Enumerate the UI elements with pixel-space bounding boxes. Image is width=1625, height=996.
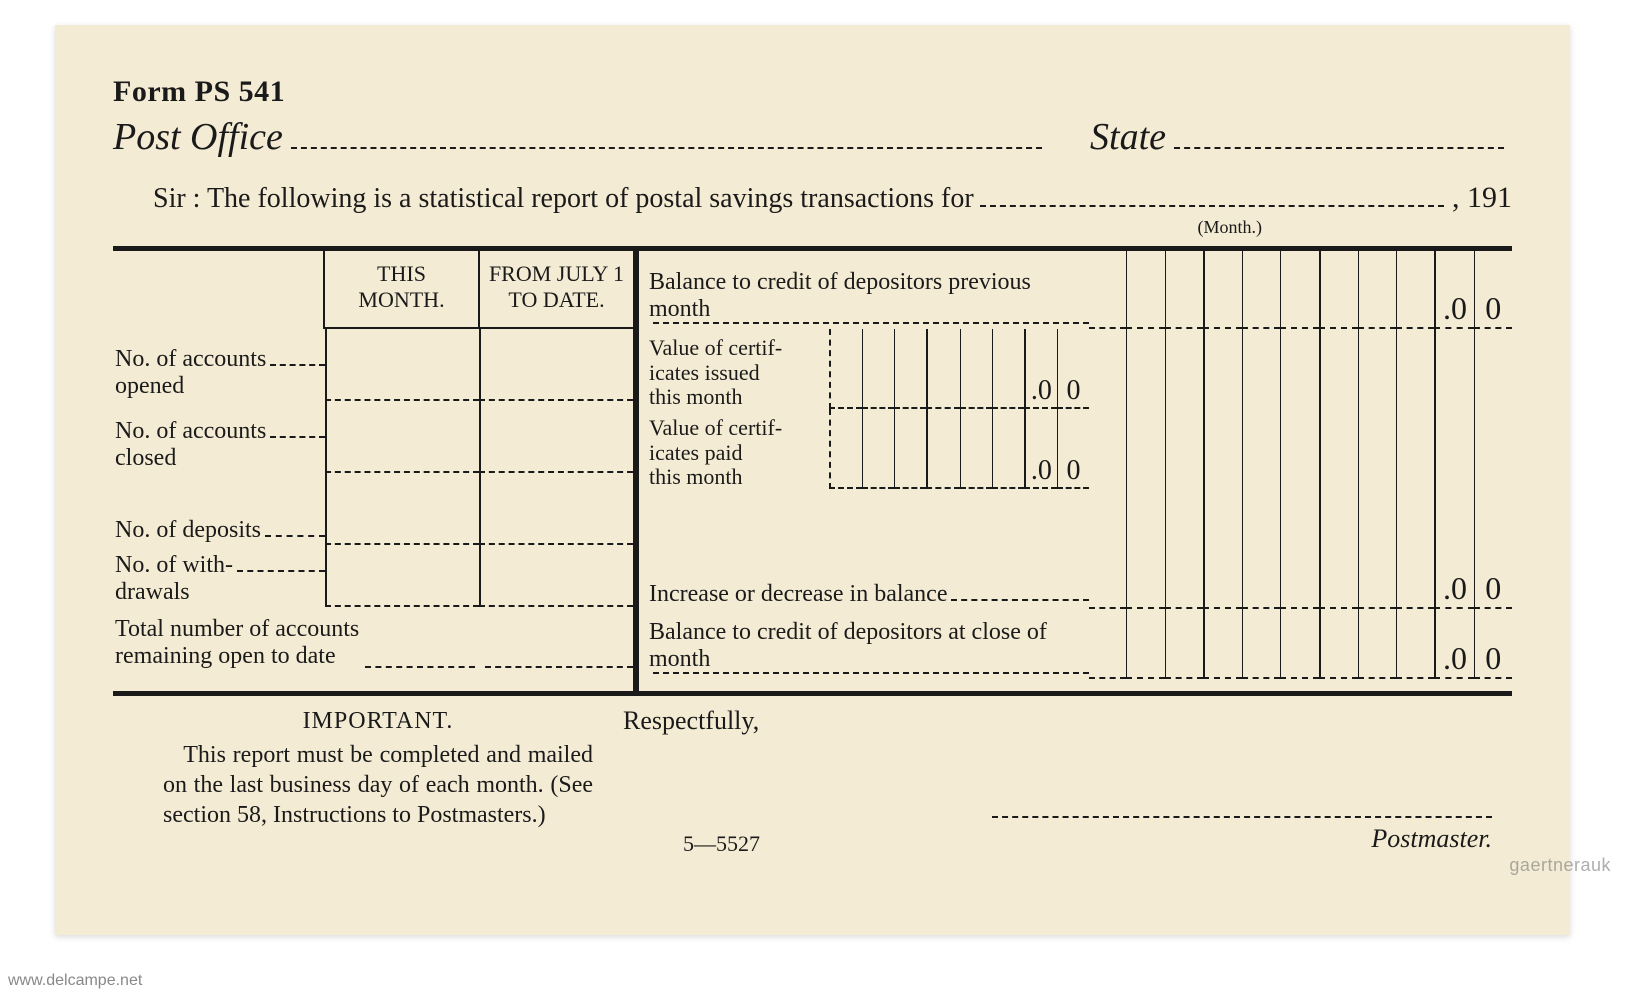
watermark-right: gaertnerauk (1509, 855, 1611, 876)
left-col-heads: THIS MONTH. FROM JULY 1 TO DATE. (113, 251, 633, 329)
cell (479, 471, 633, 545)
digit-cols (1089, 329, 1512, 489)
postmaster-label: Postmaster. (1371, 824, 1492, 854)
important-block: IMPORTANT. This report must be completed… (113, 706, 593, 857)
form-number: Form PS 541 (113, 75, 1512, 109)
post-office-label: Post Office (113, 115, 283, 159)
state-fill (1174, 146, 1504, 149)
cell (479, 543, 633, 607)
month-fill (980, 204, 1444, 207)
footer: IMPORTANT. This report must be completed… (113, 706, 1512, 857)
left-head-spacer (113, 251, 323, 329)
cell (325, 471, 479, 545)
right-row-prev-balance: Balance to credit of depositors previous… (649, 251, 1512, 329)
total-value (485, 666, 633, 668)
sub-row-issued: Value of certif- icates issued this mont… (649, 329, 1089, 409)
cell (479, 399, 633, 473)
left-panel: THIS MONTH. FROM JULY 1 TO DATE. No. of … (113, 251, 633, 691)
respectfully: Respectfully, (623, 706, 992, 736)
right-panel: Balance to credit of depositors previous… (633, 251, 1512, 691)
left-total-row: Total number of accounts remaining open … (113, 607, 633, 671)
cell (325, 399, 479, 473)
cell (479, 327, 633, 401)
form-inner: Form PS 541 Post Office State Sir : The … (55, 25, 1570, 877)
watermark-bottom-left: www.delcampe.net (8, 972, 142, 990)
left-row-closed: No. of accounts closed (113, 401, 633, 473)
intro-line: Sir : The following is a statistical rep… (113, 181, 1512, 215)
form-code: 5—5527 (623, 831, 992, 857)
month-caption: (Month.) (113, 217, 1512, 238)
right-row-close-balance: Balance to credit of depositors at close… (649, 609, 1512, 679)
right-row-certificates: Value of certif- icates issued this mont… (649, 329, 1512, 489)
post-office-fill (291, 146, 1042, 149)
important-heading: IMPORTANT. (163, 706, 593, 736)
signature-line (992, 816, 1492, 818)
year-prefix: , 191 (1448, 181, 1512, 215)
respect-block: Respectfully, 5—5527 (593, 706, 992, 857)
right-row-increase: Increase or decrease in balance .0 0 (649, 489, 1512, 609)
left-row-withdrawals: No. of with- drawals (113, 545, 633, 607)
sub-row-paid: Value of certif- icates paid this month … (649, 409, 1089, 489)
col-from-july: FROM JULY 1 TO DATE. (478, 251, 633, 329)
left-row-deposits: No. of deposits (113, 473, 633, 545)
postmaster-block: Postmaster. (992, 706, 1512, 857)
sub-grid: Value of certif- icates issued this mont… (649, 329, 1089, 489)
header-line: Post Office State (113, 115, 1512, 159)
digit-cols: .0 0 (1089, 251, 1512, 329)
col-this-month: THIS MONTH. (323, 251, 478, 329)
digit-cols: .0 0 (1089, 609, 1512, 679)
state-label: State (1050, 115, 1166, 159)
digit-cols: .0 0 (1089, 489, 1512, 609)
left-rows: No. of accounts opened No. of accounts c… (113, 329, 633, 607)
cell (325, 327, 479, 401)
important-text: This report must be completed and mailed… (163, 740, 593, 830)
form-card: Form PS 541 Post Office State Sir : The … (55, 25, 1570, 935)
intro-text: Sir : The following is a statistical rep… (153, 183, 974, 215)
cell (325, 543, 479, 607)
left-row-opened: No. of accounts opened (113, 329, 633, 401)
main-table: THIS MONTH. FROM JULY 1 TO DATE. No. of … (113, 246, 1512, 696)
